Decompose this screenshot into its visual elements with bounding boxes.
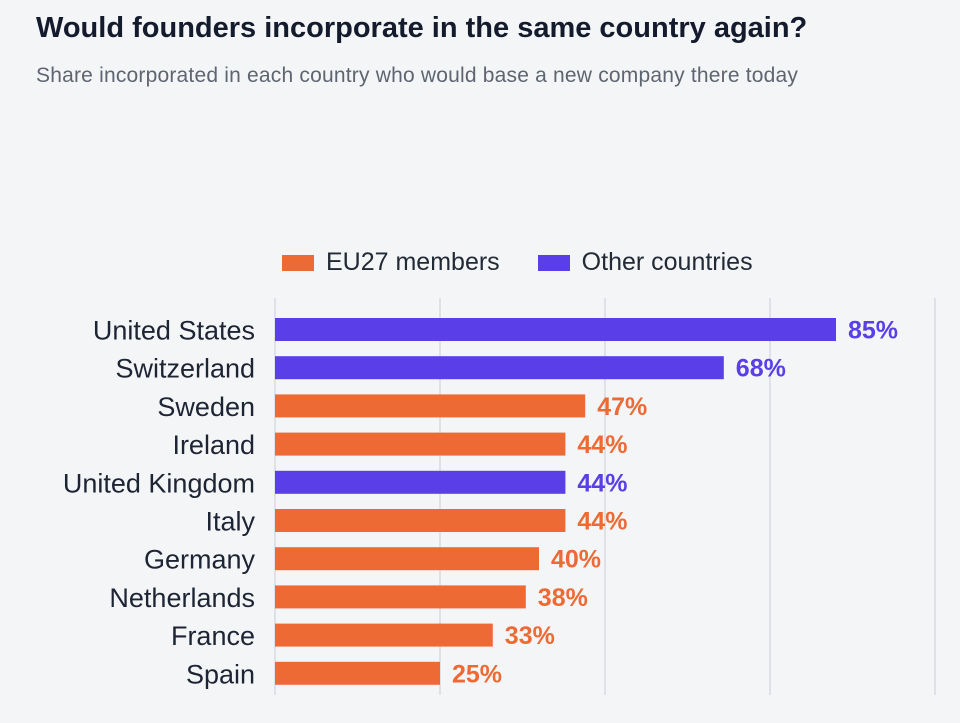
category-label-france: France	[171, 621, 255, 651]
legend-label-other: Other countries	[581, 248, 753, 276]
bar-switzerland	[275, 356, 724, 380]
category-label-germany: Germany	[144, 545, 256, 575]
bar-united-kingdom	[275, 470, 566, 494]
category-label-united-kingdom: United Kingdom	[63, 468, 255, 498]
value-label-united-kingdom: 44%	[577, 469, 627, 497]
legend-item-eu27: EU27 members	[282, 248, 500, 277]
category-label-switzerland: Switzerland	[115, 354, 255, 384]
category-label-ireland: Ireland	[172, 430, 255, 460]
bar-italy	[275, 509, 566, 532]
legend-swatch-other	[537, 254, 570, 271]
value-label-spain: 25%	[452, 660, 502, 688]
chart-legend: EU27 members Other countries	[282, 248, 791, 277]
category-label-netherlands: Netherlands	[109, 583, 255, 613]
bar-france	[275, 623, 493, 647]
value-label-sweden: 47%	[597, 393, 647, 421]
bar-ireland	[275, 432, 566, 456]
value-label-united-states: 85%	[848, 317, 898, 345]
chart-title: Would founders incorporate in the same c…	[36, 12, 808, 44]
chart-subtitle: Share incorporated in each country who w…	[36, 64, 799, 87]
category-label-united-states: United States	[93, 316, 255, 346]
value-label-italy: 44%	[577, 508, 627, 536]
value-label-netherlands: 38%	[538, 584, 588, 612]
category-label-sweden: Sweden	[157, 392, 255, 422]
category-label-spain: Spain	[186, 659, 255, 689]
category-label-italy: Italy	[205, 507, 255, 537]
legend-swatch-eu27	[282, 254, 314, 271]
value-label-switzerland: 68%	[736, 355, 786, 383]
bar-germany	[275, 547, 539, 571]
bar-netherlands	[275, 585, 526, 609]
value-label-france: 33%	[505, 622, 555, 650]
bar-united-states	[275, 318, 836, 341]
value-label-germany: 40%	[551, 546, 601, 574]
value-label-ireland: 44%	[577, 431, 627, 459]
bar-sweden	[275, 394, 586, 418]
legend-item-other: Other countries	[537, 248, 753, 277]
bar-spain	[275, 661, 440, 685]
legend-label-eu27: EU27 members	[326, 248, 500, 276]
